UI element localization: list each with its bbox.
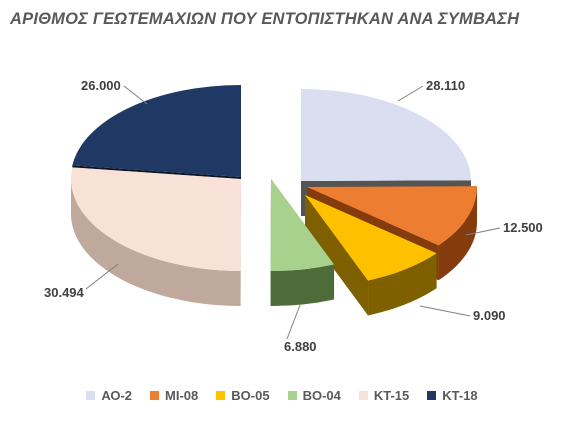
data-label-βο-04: 6.880: [284, 339, 317, 354]
leader-line-βο-05: [419, 305, 471, 317]
slice-top-face: [307, 186, 477, 246]
legend-swatch: [150, 391, 160, 400]
legend-label: ΒΟ-04: [302, 388, 341, 403]
legend-label: ΒΟ-05: [231, 388, 270, 403]
data-label-κτ-18: 26.000: [81, 78, 121, 93]
slice-top-face: [301, 89, 471, 181]
legend-swatch: [216, 391, 226, 400]
legend-label: ΚΤ-18: [442, 388, 478, 403]
slice-radial-wall: [305, 195, 369, 316]
slice-top-face: [71, 167, 241, 271]
pie-chart: 28.110 12.500 9.090 6.880 30.494 26.000: [44, 78, 543, 354]
legend-label: ΚΤ-15: [373, 388, 410, 403]
slice-top-face: [305, 195, 437, 281]
leader-line-μι-08: [465, 227, 501, 236]
legend-label: ΜΙ-08: [165, 388, 199, 403]
data-label-αο-2: 28.110: [426, 78, 465, 93]
data-label-βο-05: 9.090: [473, 308, 506, 323]
data-label-κτ-15: 30.494: [44, 285, 85, 300]
legend-swatch: [287, 391, 297, 400]
chart-legend: ΑΟ-2 ΜΙ-08 ΒΟ-05 ΒΟ-04 ΚΤ-15 ΚΤ-18: [0, 388, 564, 403]
legend-swatch: [427, 391, 437, 400]
leader-line-κτ-18: [123, 85, 148, 105]
legend-item-βο-04: ΒΟ-04: [287, 388, 341, 403]
chart-title: ΑΡΙΘΜΟΣ ΓΕΩΤΕΜΑΧΙΩΝ ΠΟΥ ΕΝΤΟΠΙΣΤΗΚΑΝ ΑΝΑ…: [10, 10, 520, 28]
pie-slice-κτ-15: [71, 167, 242, 306]
legend-item-μι-08: ΜΙ-08: [150, 388, 198, 403]
legend-item-κτ-15: ΚΤ-15: [358, 388, 410, 403]
legend-item-αο-2: ΑΟ-2: [86, 388, 132, 403]
legend-item-βο-05: ΒΟ-05: [216, 388, 270, 403]
slice-outer-wall: [71, 179, 241, 306]
legend-item-κτ-18: ΚΤ-18: [427, 388, 478, 403]
leader-line-βο-04: [286, 304, 301, 340]
data-label-μι-08: 12.500: [503, 220, 543, 235]
legend-label: ΑΟ-2: [101, 388, 133, 403]
slice-top-face: [72, 85, 242, 177]
pie-slice-βο-05: [305, 195, 437, 316]
leader-line-κτ-15: [85, 263, 119, 290]
legend-swatch: [86, 391, 96, 400]
slice-outer-wall: [438, 187, 477, 281]
legend-swatch: [358, 391, 368, 400]
leader-line-αο-2: [397, 85, 424, 102]
slice-top-face: [270, 179, 335, 271]
pie-slice-βο-04: [270, 179, 335, 306]
